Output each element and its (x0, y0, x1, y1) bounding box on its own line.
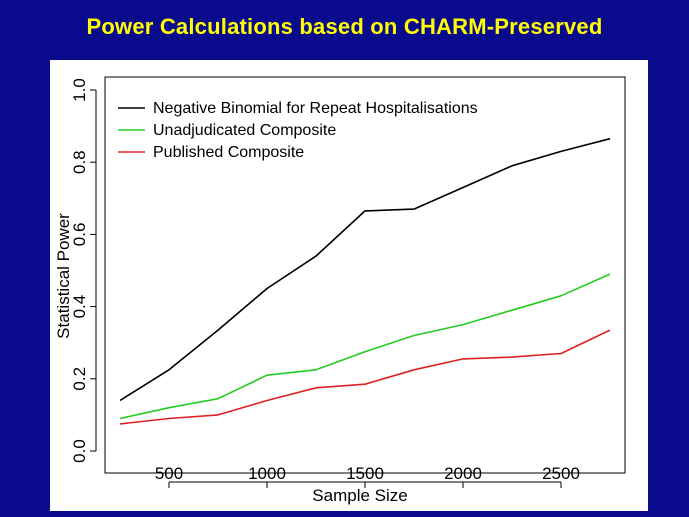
legend: Negative Binomial for Repeat Hospitalisa… (118, 100, 478, 161)
y-tick-label: 0.4 (70, 295, 89, 319)
x-tick-label: 1500 (346, 464, 384, 483)
x-tick-label: 2000 (444, 464, 482, 483)
slide-title: Power Calculations based on CHARM-Preser… (86, 14, 603, 39)
y-tick-label: 0.2 (70, 367, 89, 391)
plot-frame (104, 76, 626, 474)
legend-label: Published Composite (153, 144, 304, 161)
y-tick-label: 1.0 (70, 78, 89, 102)
legend-label: Negative Binomial for Repeat Hospitalisa… (153, 100, 478, 117)
x-axis: 500 1000 1500 2000 2500 (155, 464, 580, 488)
y-axis: 0.0 0.2 0.4 0.6 0.8 1.0 (70, 78, 97, 463)
x-tick-label: 1000 (248, 464, 286, 483)
line-chart: 500 1000 1500 2000 2500 0.0 0.2 0.4 0.6 0.8 1.0 N… (54, 76, 626, 505)
series-line-2 (119, 329, 611, 425)
y-tick-label: 0.6 (70, 223, 89, 247)
x-axis-title: Sample Size (312, 486, 407, 505)
series-line-1 (119, 273, 611, 420)
y-tick-label: 0.0 (70, 439, 89, 463)
x-tick-label: 500 (155, 464, 183, 483)
y-tick-label: 0.8 (70, 150, 89, 174)
x-tick-label: 2500 (542, 464, 580, 483)
chart-panel: 500 1000 1500 2000 2500 0.0 0.2 0.4 0.6 0.8 1.0 N… (50, 60, 648, 511)
series-layer (119, 137, 611, 425)
y-axis-title: Statistical Power (54, 213, 73, 339)
series-line-0 (119, 137, 611, 402)
legend-label: Unadjudicated Composite (153, 122, 336, 139)
